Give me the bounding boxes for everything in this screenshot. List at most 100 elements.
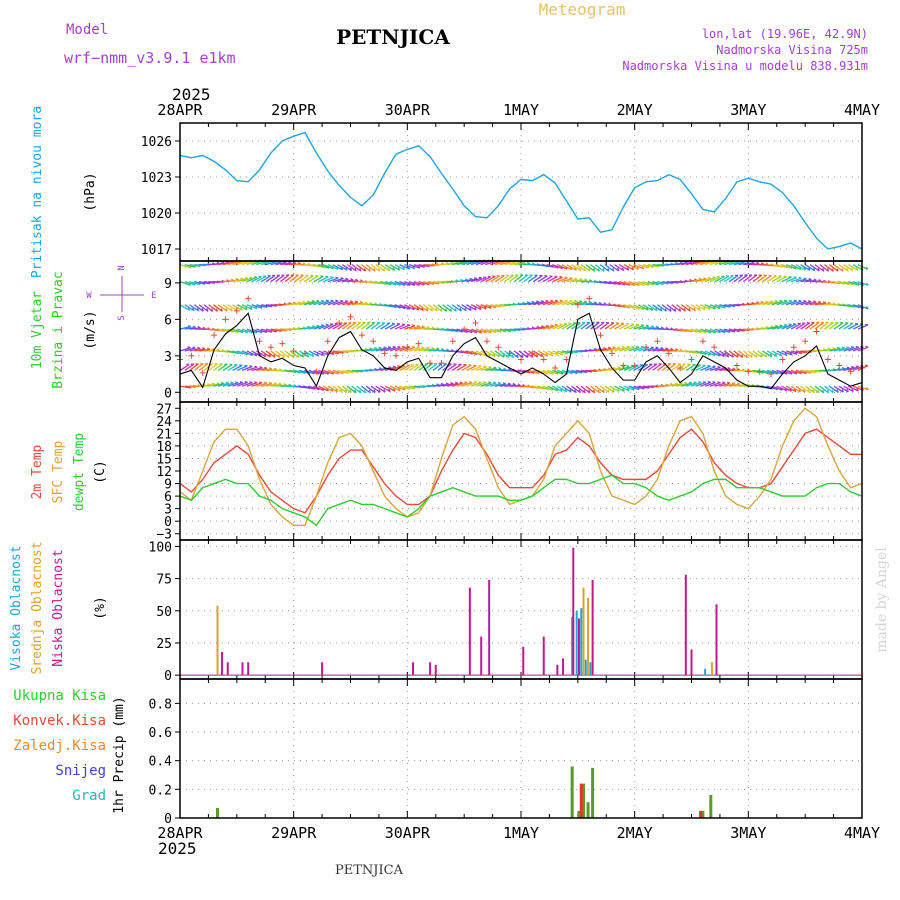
wind-arrow — [824, 385, 834, 394]
wind-arrow — [504, 261, 516, 266]
wind-arrow — [365, 385, 376, 394]
wind-arrow-head — [344, 299, 349, 303]
wind-arrow — [217, 363, 228, 371]
wind-arrow — [795, 350, 807, 354]
precip-bar — [591, 767, 595, 818]
wind-arrow-head — [421, 346, 425, 349]
wind-arrow — [671, 304, 681, 312]
wind-arrow — [256, 350, 267, 358]
wind-arrow — [466, 278, 478, 283]
wind-arrow — [222, 261, 234, 266]
bottom-time-label: 29APR — [271, 824, 317, 842]
wind-arrow — [771, 369, 783, 375]
wind-arrow-head — [774, 353, 778, 357]
wind-arrow — [461, 350, 473, 355]
wind-arrow-head — [369, 347, 373, 350]
wind-arrow-head — [244, 364, 248, 367]
wind-arrow — [375, 264, 386, 272]
wind-arrow — [298, 350, 309, 358]
wind-arrow — [695, 278, 707, 283]
wind-arrow — [265, 350, 276, 358]
wind-arrow-head — [836, 268, 839, 272]
wind-arrow — [566, 350, 578, 354]
wind-arrow — [213, 304, 223, 312]
wind-arrow — [499, 328, 511, 333]
wind-arrow — [418, 264, 430, 268]
wind-arrow-head — [445, 348, 450, 352]
wind-arrow — [308, 385, 320, 391]
cloud-bar — [577, 618, 580, 676]
wind-arrow-head — [683, 308, 686, 312]
gust-marker — [313, 368, 320, 375]
wind-arrow — [256, 275, 267, 283]
wind-arrow-head — [230, 381, 234, 384]
wind-arrow — [351, 385, 362, 394]
wind-arrow — [356, 321, 366, 330]
gust-marker — [256, 338, 263, 345]
wind-arrow — [499, 350, 510, 358]
wind-arrow — [638, 325, 650, 330]
wind-arrow — [351, 264, 362, 272]
wind-arrow — [685, 382, 697, 387]
wind-arrow — [676, 304, 686, 312]
cloud-bar — [542, 636, 545, 676]
wind-arrow — [523, 369, 535, 374]
wind-arrow — [599, 385, 610, 393]
wind-arrow-head — [841, 389, 844, 393]
wind-arrow-head — [245, 306, 248, 311]
wind-arrow — [552, 276, 563, 283]
wind-arrow — [590, 264, 600, 272]
cloud-axis-label-1: Visoka Oblacnost — [9, 545, 24, 670]
wind-arrow — [619, 304, 630, 309]
wind-arrow — [542, 264, 554, 268]
wind-arrow — [322, 385, 334, 393]
ytick-label: 18 — [156, 440, 172, 455]
top-time-ticks: 28APR 29APR 30APR 1MAY 2MAY 3MAY 4MAY — [157, 101, 880, 119]
wind-arrow-head — [196, 307, 200, 312]
wind-arrow — [275, 350, 285, 359]
wind-arrow-head — [698, 381, 702, 384]
wind-arrow-head — [703, 307, 706, 311]
wind-arrow-head — [431, 346, 435, 350]
wind-arrow-head — [235, 381, 239, 384]
wind-arrow — [662, 281, 674, 285]
wind-arrow — [848, 366, 859, 372]
wind-arrow — [423, 281, 435, 286]
wind-arrow-head — [612, 346, 616, 349]
wind-arrow-head — [249, 306, 253, 310]
wind-arrow-head — [340, 389, 343, 393]
wind-arrow — [394, 385, 406, 391]
wind-arrow-head — [325, 323, 329, 326]
wind-arrow — [394, 281, 406, 286]
wind-arrow-head — [760, 354, 763, 358]
wind-arrow — [733, 384, 745, 387]
wind-arrow — [528, 350, 539, 358]
wind-arrow — [833, 347, 845, 352]
wind-arrow — [342, 279, 354, 283]
wind-arrow-head — [602, 268, 605, 272]
wind-arrow — [408, 346, 420, 352]
wind-arrow-head — [559, 299, 563, 302]
wind-arrow — [227, 364, 238, 371]
wind-arrow — [742, 274, 753, 283]
wind-arrow-head — [779, 299, 783, 302]
wind-arrow — [542, 325, 554, 330]
wind-arrow — [213, 363, 223, 371]
wind-arrow — [366, 348, 378, 352]
wind-arrow-head — [865, 282, 869, 286]
gust-marker — [699, 338, 706, 345]
wind-speed-line — [179, 312, 863, 390]
wind-arrow — [470, 350, 482, 356]
wind-arrow-head — [393, 388, 396, 392]
wind-arrow-head — [646, 307, 649, 311]
wind-arrow-head — [350, 278, 354, 281]
wind-arrow — [485, 382, 497, 387]
wind-arrow — [604, 385, 615, 393]
wind-arrow-head — [526, 301, 531, 304]
wind-arrow-head — [464, 381, 468, 384]
wind-arrow-head — [517, 383, 521, 387]
wind-arrow-head — [297, 301, 301, 304]
wind-arrow — [752, 274, 763, 283]
wind-arrow-head — [340, 299, 344, 302]
